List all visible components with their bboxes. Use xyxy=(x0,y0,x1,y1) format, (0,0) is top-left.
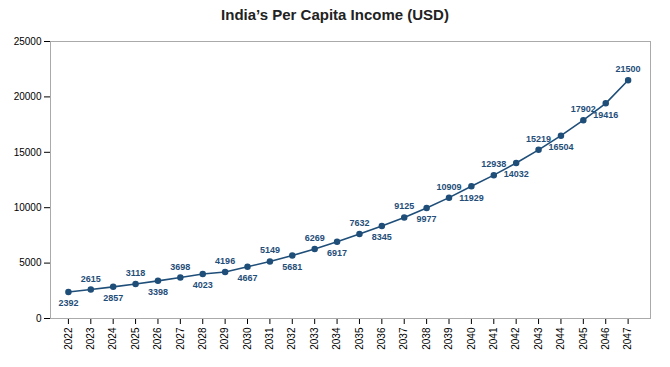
html-text:India’s Per Capita Income (USD: India’s Per Capita Income (USD) xyxy=(221,6,449,23)
svg-text:25000: 25000 xyxy=(14,36,42,47)
svg-text:7632: 7632 xyxy=(349,218,369,228)
svg-text:15219: 15219 xyxy=(526,134,551,144)
svg-text:9977: 9977 xyxy=(417,214,437,224)
svg-text:4023: 4023 xyxy=(193,280,213,290)
svg-text:15000: 15000 xyxy=(14,147,42,158)
svg-text:2045: 2045 xyxy=(578,327,589,350)
svg-text:4667: 4667 xyxy=(237,273,257,283)
svg-text:17902: 17902 xyxy=(571,104,596,114)
svg-text:5681: 5681 xyxy=(282,262,302,272)
svg-text:21500: 21500 xyxy=(616,64,641,74)
svg-text:2047: 2047 xyxy=(622,327,633,350)
svg-text:2042: 2042 xyxy=(510,327,521,350)
svg-text:2034: 2034 xyxy=(331,327,342,350)
svg-text:2040: 2040 xyxy=(466,327,477,350)
svg-text:3398: 3398 xyxy=(148,287,168,297)
svg-text:14032: 14032 xyxy=(504,169,529,179)
svg-text:2023: 2023 xyxy=(85,327,96,350)
svg-text:20000: 20000 xyxy=(14,91,42,102)
svg-text:2857: 2857 xyxy=(103,293,123,303)
svg-text:2028: 2028 xyxy=(197,327,208,350)
svg-text:2025: 2025 xyxy=(130,327,141,350)
svg-text:2615: 2615 xyxy=(81,274,101,284)
svg-text:2036: 2036 xyxy=(376,327,387,350)
svg-text:2038: 2038 xyxy=(421,327,432,350)
svg-text:2024: 2024 xyxy=(107,327,118,350)
svg-text:9125: 9125 xyxy=(394,201,414,211)
svg-text:11929: 11929 xyxy=(459,193,484,203)
svg-text:2033: 2033 xyxy=(309,327,320,350)
svg-text:6269: 6269 xyxy=(305,233,325,243)
svg-text:2046: 2046 xyxy=(600,327,611,350)
svg-text:2037: 2037 xyxy=(398,327,409,350)
svg-text:2039: 2039 xyxy=(443,327,454,350)
svg-text:2392: 2392 xyxy=(58,298,78,308)
svg-text:0: 0 xyxy=(36,313,42,324)
svg-text:4196: 4196 xyxy=(215,256,235,266)
svg-text:2041: 2041 xyxy=(488,327,499,350)
svg-text:10000: 10000 xyxy=(14,202,42,213)
svg-text:2031: 2031 xyxy=(264,327,275,350)
svg-text:8345: 8345 xyxy=(372,232,392,242)
svg-text:12938: 12938 xyxy=(481,159,506,169)
svg-text:19416: 19416 xyxy=(593,110,618,120)
svg-text:2030: 2030 xyxy=(242,327,253,350)
svg-text:16504: 16504 xyxy=(548,142,573,152)
svg-text:2035: 2035 xyxy=(354,327,365,350)
svg-text:2044: 2044 xyxy=(555,327,566,350)
svg-text:2022: 2022 xyxy=(63,327,74,350)
svg-text:2027: 2027 xyxy=(175,327,186,350)
svg-text:10909: 10909 xyxy=(436,182,461,192)
svg-text:6917: 6917 xyxy=(327,248,347,258)
svg-text:2029: 2029 xyxy=(219,327,230,350)
svg-text:3118: 3118 xyxy=(126,268,146,278)
svg-text:3698: 3698 xyxy=(170,262,190,272)
svg-text:2032: 2032 xyxy=(286,327,297,350)
svg-text:2043: 2043 xyxy=(533,327,544,350)
svg-text:2026: 2026 xyxy=(152,327,163,350)
svg-text:5000: 5000 xyxy=(19,257,42,268)
svg-text:5149: 5149 xyxy=(260,245,280,255)
